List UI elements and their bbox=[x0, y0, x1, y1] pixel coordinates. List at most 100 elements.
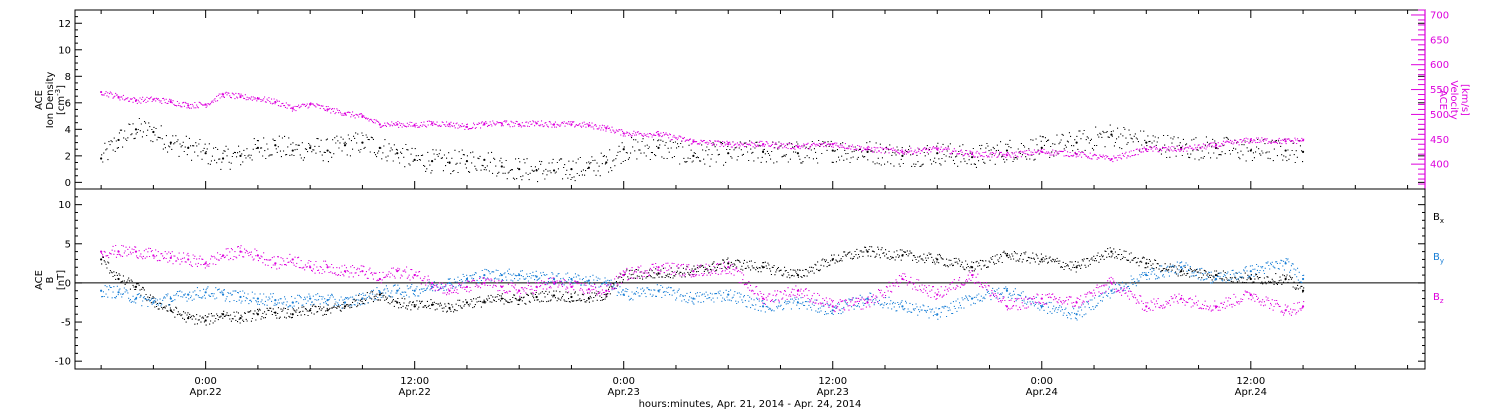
ion-density-point bbox=[500, 165, 503, 168]
velocity-point bbox=[361, 115, 364, 119]
bx-point bbox=[761, 266, 765, 269]
ion-density-point bbox=[570, 168, 573, 171]
bz-point bbox=[204, 262, 207, 265]
by-point bbox=[204, 291, 207, 294]
top-left-tick-label: 6 bbox=[65, 98, 71, 109]
bz-point bbox=[605, 289, 608, 292]
velocity-point bbox=[169, 100, 172, 104]
x-tick-date-label: Apr.24 bbox=[1026, 387, 1058, 398]
ion-density-point bbox=[866, 150, 869, 153]
top-left-tick-label: 10 bbox=[58, 45, 71, 56]
bz-point bbox=[100, 250, 103, 253]
velocity-point bbox=[1145, 148, 1148, 151]
ion-density-point bbox=[274, 144, 277, 147]
by-point bbox=[1249, 270, 1252, 273]
bx-point bbox=[134, 285, 138, 288]
legend-bz: Bz bbox=[1433, 292, 1444, 305]
bz-point bbox=[727, 266, 730, 269]
by-point bbox=[326, 299, 329, 302]
ion-density-point bbox=[134, 128, 138, 131]
bx-point bbox=[378, 293, 381, 296]
by-point bbox=[256, 297, 260, 300]
velocity-point bbox=[430, 122, 434, 125]
bottom-ylabel-line1: ACE bbox=[34, 270, 45, 290]
bz-point bbox=[936, 293, 939, 296]
top-left-tick-label: 12 bbox=[58, 19, 71, 30]
top-right-ylabel-line1: ACE bbox=[1437, 90, 1448, 110]
ion-density-point bbox=[518, 168, 521, 171]
bx-point bbox=[256, 313, 260, 316]
velocity-point bbox=[657, 133, 660, 136]
velocity-point bbox=[483, 123, 486, 126]
x-tick-date-label: Apr.24 bbox=[1235, 387, 1267, 398]
by-point bbox=[100, 289, 103, 292]
bz-point bbox=[1110, 281, 1113, 285]
by-point bbox=[309, 297, 312, 300]
bx-point bbox=[970, 266, 974, 269]
velocity-point bbox=[587, 124, 590, 127]
top-right-ylabel-line3: [km/s] bbox=[1459, 84, 1470, 116]
ion-density-point bbox=[396, 152, 399, 155]
bx-point bbox=[500, 297, 503, 300]
bz-point bbox=[692, 270, 695, 273]
bottom-ylabel-line3: [nT] bbox=[56, 270, 67, 290]
by-point bbox=[866, 297, 869, 300]
velocity-point bbox=[866, 148, 869, 151]
ion-density-point bbox=[727, 152, 730, 155]
by-point bbox=[605, 281, 608, 285]
by-point bbox=[1040, 305, 1043, 308]
bz-point bbox=[187, 258, 190, 261]
bottom-left-tick-label: 5 bbox=[65, 239, 71, 250]
velocity-point bbox=[221, 93, 225, 96]
ion-density-point bbox=[587, 166, 590, 169]
bx-point bbox=[187, 317, 190, 320]
bx-point bbox=[239, 317, 242, 320]
by-point bbox=[500, 273, 503, 277]
ion-density-point bbox=[100, 157, 103, 160]
ion-density-point bbox=[1284, 149, 1287, 152]
ion-density-point bbox=[1075, 141, 1078, 144]
ion-density-point bbox=[430, 160, 434, 163]
ion-density-point bbox=[970, 156, 974, 159]
by-point bbox=[518, 273, 521, 277]
x-tick-time-label: 12:00 bbox=[1236, 376, 1265, 387]
ion-density-point bbox=[204, 152, 207, 155]
bz-point bbox=[239, 250, 242, 253]
legend-by: By bbox=[1433, 252, 1444, 265]
ion-density-point bbox=[657, 146, 660, 149]
by-point bbox=[1075, 313, 1078, 316]
bottom-ylabel-line2: B bbox=[45, 276, 56, 283]
bz-point bbox=[1214, 305, 1218, 308]
x-tick-time-label: 0:00 bbox=[1031, 376, 1053, 387]
by-point bbox=[483, 273, 486, 277]
ion-density-point bbox=[692, 154, 695, 157]
x-axis-title: hours:minutes, Apr. 21, 2014 - Apr. 24, … bbox=[639, 399, 862, 410]
bottom-left-tick-label: 0 bbox=[65, 278, 71, 289]
velocity-point bbox=[1249, 139, 1252, 142]
velocity-point bbox=[500, 122, 503, 125]
by-point bbox=[535, 275, 538, 278]
top-left-ylabel-line2: Ion Density bbox=[45, 72, 56, 129]
ion-density-point bbox=[326, 149, 329, 152]
ion-density-point bbox=[169, 141, 172, 144]
bx-point bbox=[518, 299, 521, 302]
x-tick-time-label: 0:00 bbox=[194, 376, 216, 387]
x-tick-time-label: 12:00 bbox=[818, 376, 847, 387]
by-point bbox=[274, 299, 277, 302]
top-left-tick-label: 2 bbox=[65, 151, 71, 162]
ion-density-point bbox=[1005, 149, 1009, 152]
by-point bbox=[1301, 277, 1305, 281]
velocity-point bbox=[901, 150, 904, 153]
x-tick-date-label: Apr.22 bbox=[399, 387, 431, 398]
by-point bbox=[361, 297, 364, 300]
top-right-tick-label: 550 bbox=[1430, 85, 1449, 96]
top-right-tick-label: 650 bbox=[1430, 35, 1449, 46]
by-point bbox=[1180, 266, 1183, 269]
top-left-tick-label: 4 bbox=[65, 125, 71, 136]
bz-point bbox=[552, 281, 556, 285]
top-left-tick-label: 0 bbox=[65, 178, 71, 189]
by-point bbox=[343, 301, 347, 304]
velocity-point bbox=[326, 108, 329, 111]
